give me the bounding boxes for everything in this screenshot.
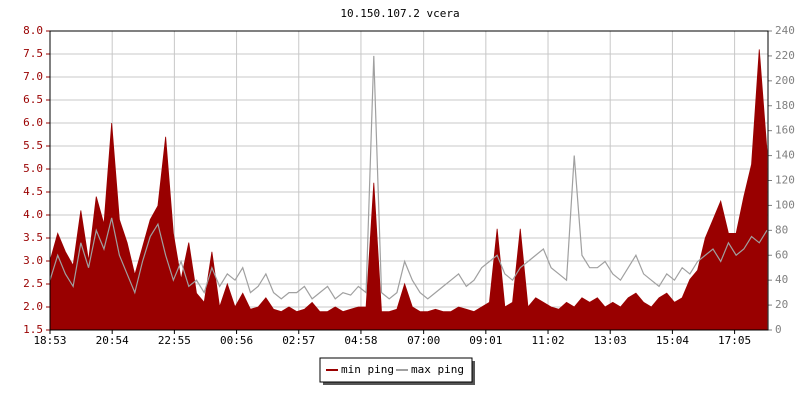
y-tick-label: 3.5 [23, 231, 43, 244]
x-tick-label: 04:58 [344, 334, 377, 347]
y2-tick-label: 80 [775, 223, 788, 236]
x-tick-label: 15:04 [656, 334, 689, 347]
x-tick-label: 17:05 [718, 334, 751, 347]
max-line [49, 55, 768, 300]
y2-tick-label: 140 [775, 149, 795, 162]
x-tick-label: 09:01 [469, 334, 502, 347]
y-tick-label: 1.5 [23, 323, 43, 336]
y2-tick-label: 120 [775, 174, 795, 187]
y2-tick-label: 240 [775, 24, 795, 37]
y-tick-label: 7.5 [23, 47, 43, 60]
y-tick-label: 4.0 [23, 208, 43, 221]
y-tick-label: 4.5 [23, 185, 43, 198]
y-tick-label: 7.0 [23, 70, 43, 83]
y2-tick-label: 0 [775, 323, 782, 336]
x-tick-label: 22:55 [158, 334, 191, 347]
y-tick-label: 5.0 [23, 162, 43, 175]
y2-tick-label: 20 [775, 298, 788, 311]
x-tick-label: 11:02 [531, 334, 564, 347]
y2-tick-label: 160 [775, 124, 795, 137]
plot-frame [49, 30, 769, 331]
y2-tick-label: 200 [775, 74, 795, 87]
y-tick-label: 5.5 [23, 139, 43, 152]
y2-tick-label: 40 [775, 273, 788, 286]
y2-tick-label: 60 [775, 248, 788, 261]
y-tick-label: 6.0 [23, 116, 43, 129]
x-tick-label: 02:57 [282, 334, 315, 347]
y-tick-label: 2.5 [23, 277, 43, 290]
y2-tick-label: 180 [775, 99, 795, 112]
chart-title: 10.150.107.2 vcera [340, 7, 459, 20]
min-area [49, 49, 768, 331]
y2-tick-label: 220 [775, 49, 795, 62]
y-tick-label: 2.0 [23, 300, 43, 313]
y-tick-label: 3.0 [23, 254, 43, 267]
y-tick-label: 6.5 [23, 93, 43, 106]
x-tick-label: 07:00 [407, 334, 440, 347]
x-tick-label: 20:54 [96, 334, 129, 347]
x-tick-label: 18:53 [33, 334, 66, 347]
x-tick-label: 13:03 [594, 334, 627, 347]
legend-label: min ping [341, 363, 394, 376]
legend-label: max ping [411, 363, 464, 376]
x-tick-label: 00:56 [220, 334, 253, 347]
y2-tick-label: 100 [775, 198, 795, 211]
y-tick-label: 8.0 [23, 24, 43, 37]
